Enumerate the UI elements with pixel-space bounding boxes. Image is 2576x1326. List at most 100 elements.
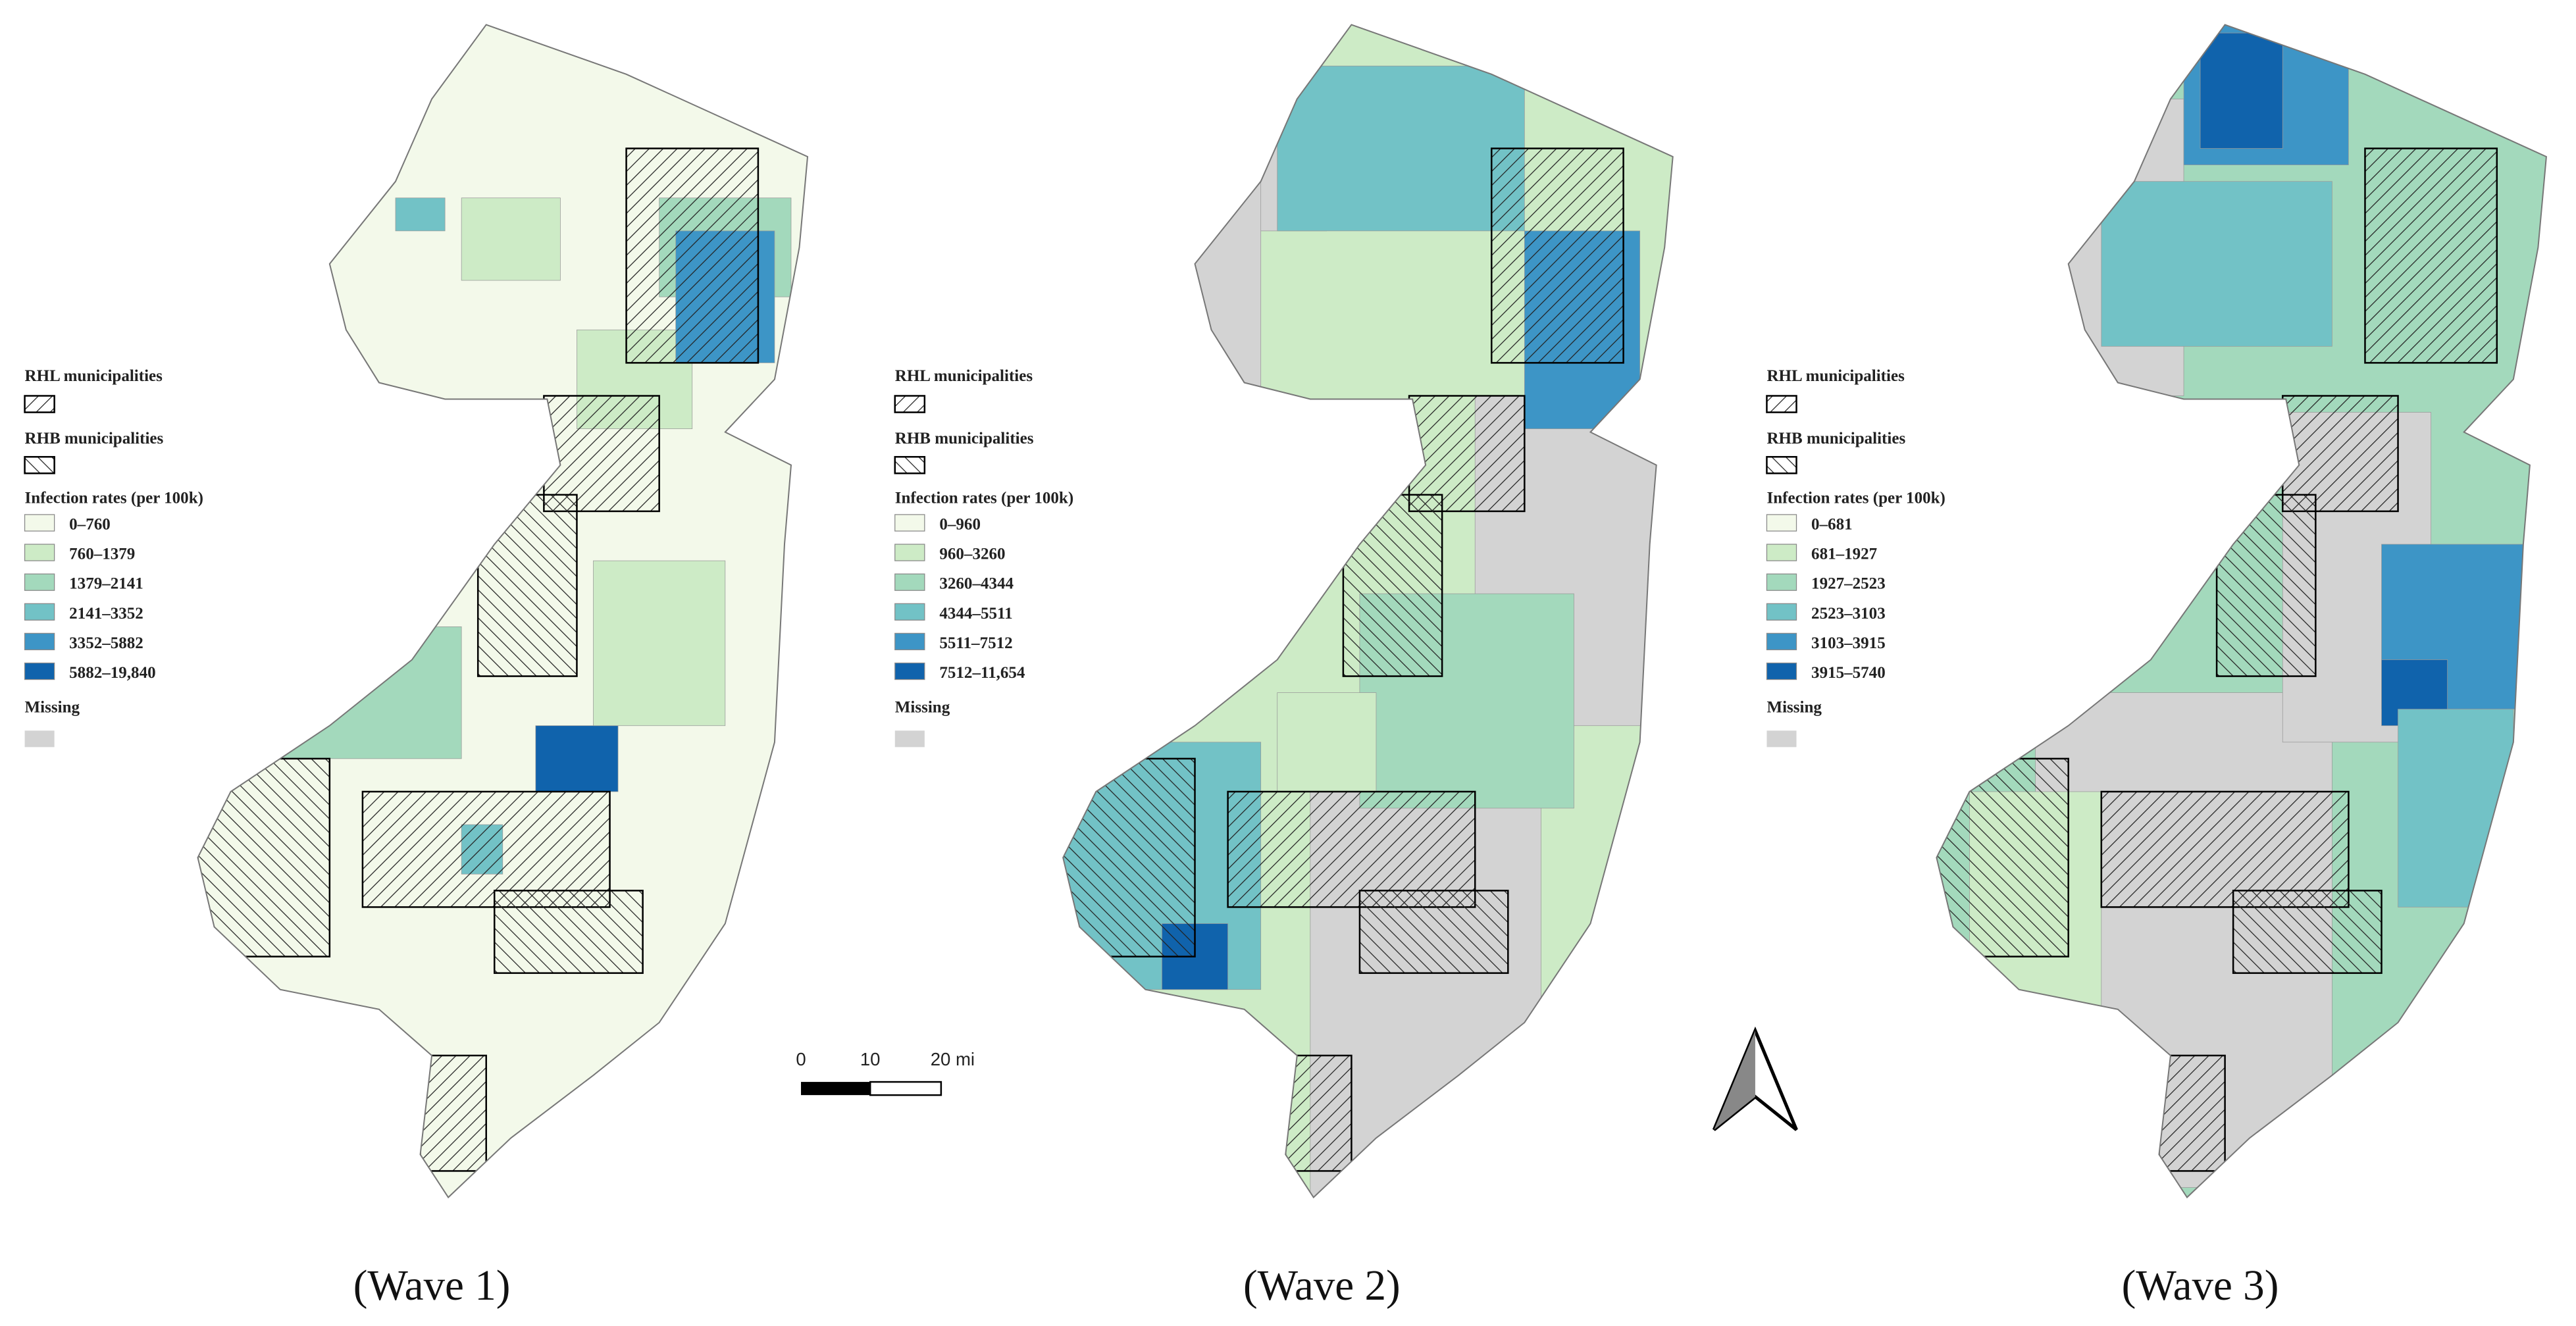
- legend-rhl-label: RHL municipalities: [25, 367, 163, 385]
- map: [1062, 24, 1674, 1198]
- map-panel: RHL municipalities RHB municipalities Infe…: [894, 24, 1674, 1310]
- legend-rhl-swatch: [894, 395, 926, 413]
- legend-rhb-label: RHB municipalities: [25, 430, 164, 447]
- region: [1277, 65, 1525, 232]
- legend-missing-label: Missing: [895, 699, 950, 717]
- legend-class-label: 0–681: [1811, 515, 1853, 533]
- legend-missing-swatch: [24, 730, 55, 748]
- legend-class-label: 5882–19,840: [69, 664, 155, 682]
- hatched-region: [1491, 147, 1624, 364]
- legend-title: Infection rates (per 100k): [1766, 489, 1945, 507]
- legend-title: Infection rates (per 100k): [25, 489, 203, 507]
- legend-missing-swatch: [894, 730, 925, 748]
- legend-rhl-label: RHL municipalities: [895, 367, 1033, 385]
- scale-label: 0: [796, 1049, 806, 1069]
- north-arrow: [1713, 1026, 1798, 1131]
- legend-class-label: 960–3260: [939, 546, 1005, 563]
- legend-swatch: [1766, 544, 1797, 561]
- legend-swatch: [894, 573, 925, 591]
- legend-swatch: [24, 514, 55, 532]
- legend-rhb-swatch: [894, 455, 926, 474]
- hatched-region: [2215, 494, 2317, 677]
- legend-class-label: 760–1379: [69, 546, 135, 563]
- legend-rhl-label: RHL municipalities: [1766, 367, 1905, 385]
- hatched-region: [2100, 790, 2350, 908]
- legend-swatch: [1766, 662, 1797, 680]
- scale-bar-segment: [869, 1081, 942, 1096]
- scale-bar-segment: [801, 1082, 871, 1096]
- legend-class-label: 3915–5740: [1811, 664, 1886, 682]
- legend-swatch: [894, 603, 925, 621]
- region: [1277, 692, 1377, 792]
- legend-class-label: 1379–2141: [69, 575, 143, 593]
- legend-class-label: 0–960: [939, 515, 981, 533]
- region: [535, 725, 619, 792]
- caption: (Wave 2): [1243, 1262, 1401, 1310]
- legend-class-label: 3352–5882: [69, 634, 143, 652]
- map-regions: [1063, 24, 1673, 1198]
- legend-swatch: [1766, 632, 1797, 651]
- hatched-region: [1408, 395, 1526, 513]
- scale-bar: 0 10 20 mi: [796, 1049, 975, 1096]
- map-regions: [197, 24, 808, 1198]
- region: [1195, 98, 1262, 396]
- legend-class-label: 7512–11,654: [939, 664, 1025, 682]
- hatched-region: [197, 757, 331, 957]
- hatched-region: [2232, 890, 2383, 974]
- region: [461, 197, 561, 281]
- legend-rhl-swatch: [24, 395, 55, 413]
- legend-class-label: 1927–2523: [1811, 575, 1886, 593]
- legend-swatch: [894, 632, 925, 651]
- legend-class-label: 0–760: [69, 515, 111, 533]
- legend-swatch: [1766, 603, 1797, 621]
- region: [263, 626, 462, 759]
- hatched-region: [1358, 890, 1509, 974]
- legend-missing-label: Missing: [25, 699, 80, 717]
- legend-class-label: 4344–5511: [939, 605, 1012, 623]
- hatched-region: [493, 890, 644, 974]
- map-regions: [1936, 24, 2546, 1198]
- hatched-region: [543, 395, 660, 513]
- legend-class-label: 2523–3103: [1811, 605, 1886, 623]
- legend-rhb-label: RHB municipalities: [1766, 430, 1905, 447]
- legend-swatch: [24, 632, 55, 651]
- region: [2101, 181, 2332, 347]
- legend-class-label: 3260–4344: [939, 575, 1014, 593]
- hatched-region: [1936, 757, 2069, 957]
- map: [197, 24, 809, 1198]
- hatched-region: [625, 147, 760, 364]
- hatched-region: [2158, 1054, 2226, 1172]
- legend-class-label: 681–1927: [1811, 546, 1877, 563]
- hatched-region: [361, 790, 611, 908]
- legend-class-label: 3103–3915: [1811, 634, 1886, 652]
- legend-title: Infection rates (per 100k): [895, 489, 1073, 507]
- region: [593, 560, 726, 727]
- legend-rhl-swatch: [1766, 395, 1797, 413]
- caption: (Wave 1): [353, 1262, 511, 1310]
- hatched-region: [1063, 757, 1196, 957]
- scale-label: 20 mi: [931, 1049, 975, 1069]
- region: [2200, 32, 2283, 149]
- map-panel: RHL municipalities RHB municipalities Infe…: [1766, 24, 2548, 1310]
- map-panel: RHL municipalities RHB municipalities Infe…: [24, 24, 809, 1310]
- legend-rhb-swatch: [1766, 455, 1797, 474]
- legend-missing-swatch: [1766, 730, 1797, 748]
- legend-rhb-swatch: [24, 455, 55, 474]
- legend-rhb-label: RHB municipalities: [895, 430, 1034, 447]
- hatched-region: [1342, 494, 1443, 677]
- legend-swatch: [24, 573, 55, 591]
- legend-swatch: [894, 662, 925, 680]
- hatched-region: [1227, 790, 1476, 908]
- caption: (Wave 3): [2122, 1262, 2279, 1310]
- region: [395, 197, 446, 232]
- legend-swatch: [894, 544, 925, 561]
- legend-missing-label: Missing: [1766, 699, 1822, 717]
- legend-swatch: [24, 662, 55, 680]
- legend-swatch: [24, 603, 55, 621]
- map: [1936, 24, 2548, 1198]
- legend-swatch: [1766, 514, 1797, 532]
- hatched-region: [1284, 1054, 1352, 1172]
